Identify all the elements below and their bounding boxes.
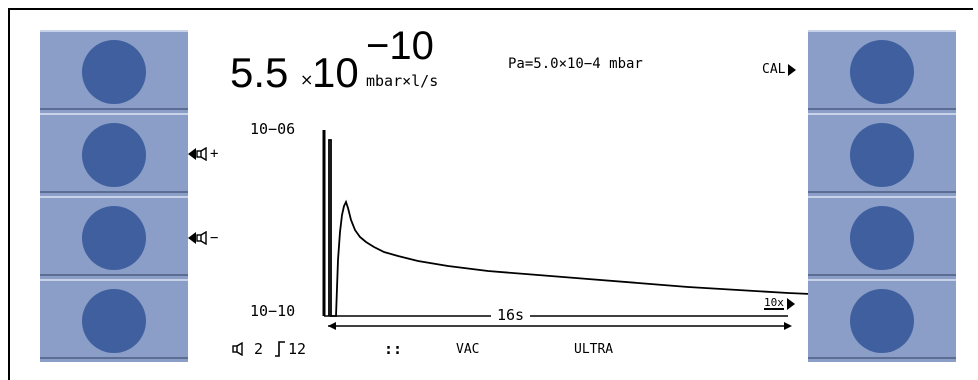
volume-up-softkey-label[interactable]: + [188, 146, 218, 162]
speaker-icon [196, 231, 207, 245]
trigger-icon [275, 341, 285, 357]
arrow-right-icon [786, 298, 795, 310]
left-softkey-1[interactable] [40, 30, 188, 110]
time-span-label: 16s [491, 306, 531, 324]
arrow-right-icon [784, 322, 792, 330]
volume-down-softkey-label[interactable]: − [188, 230, 218, 246]
circle-button-icon [850, 123, 914, 187]
leak-rate-trend-line [328, 139, 808, 317]
circle-button-icon [82, 40, 146, 104]
speaker-icon [196, 147, 207, 161]
leak-rate-times-sign: × [300, 70, 314, 89]
leak-rate-base: 10 [312, 49, 359, 96]
left-button-panel [40, 30, 188, 362]
scale-label: 10x [764, 296, 784, 310]
volume-up-label: + [210, 146, 219, 162]
speaker-icon [232, 342, 243, 356]
y-axis-top-label: 10−06 [250, 120, 296, 138]
circle-button-icon [850, 40, 914, 104]
leak-rate-mantissa: 5.5 [230, 49, 289, 96]
sensitivity-label: ULTRA [574, 342, 614, 357]
arrow-left-icon [188, 232, 196, 244]
leak-rate-trend-graph [322, 130, 808, 330]
circle-button-icon [82, 206, 146, 270]
cal-label: CAL [762, 62, 786, 77]
trigger-value: 12 [288, 340, 307, 358]
leak-rate-unit: mbar×l/s [366, 72, 439, 90]
right-softkey-2[interactable] [808, 113, 956, 193]
left-softkey-3[interactable] [40, 196, 188, 276]
circle-button-icon [82, 289, 146, 353]
right-softkey-3[interactable] [808, 196, 956, 276]
arrow-right-icon [788, 63, 797, 76]
volume-down-label: − [210, 230, 219, 246]
leak-rate-exponent: −10 [366, 24, 434, 68]
arrow-left-icon [188, 148, 196, 160]
pressure-readout: Pa=5.0×10−4 mbar [508, 56, 643, 72]
separator-glyph: :: [384, 340, 403, 358]
right-softkey-1[interactable] [808, 30, 956, 110]
scale-softkey-label[interactable]: 10x [764, 296, 795, 310]
circle-button-icon [82, 123, 146, 187]
right-softkey-4[interactable] [808, 279, 956, 359]
display-screen: 5.5 × 10 −10 mbar×l/s Pa=5.0×10−4 mbar C… [188, 26, 808, 362]
left-softkey-4[interactable] [40, 279, 188, 359]
left-softkey-2[interactable] [40, 113, 188, 193]
mode-label: VAC [456, 342, 480, 357]
circle-button-icon [850, 289, 914, 353]
circle-button-icon [850, 206, 914, 270]
cal-softkey-label[interactable]: CAL [762, 62, 797, 77]
arrow-left-icon [328, 322, 336, 330]
right-button-panel [808, 30, 956, 362]
y-axis-bottom-label: 10−10 [250, 302, 296, 320]
window-frame [8, 8, 973, 380]
volume-value: 2 [254, 340, 264, 358]
